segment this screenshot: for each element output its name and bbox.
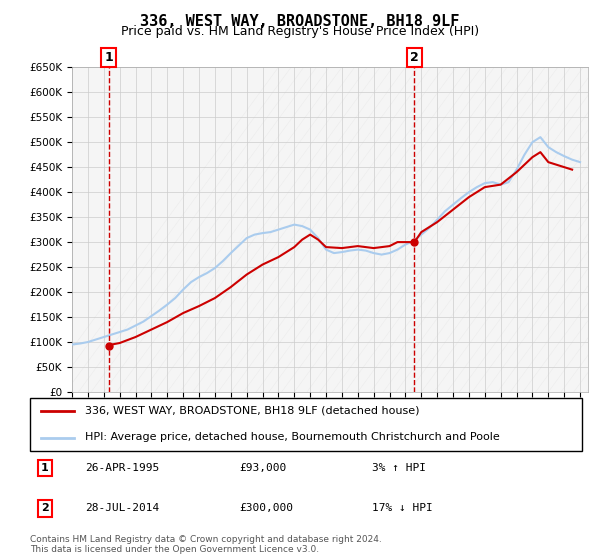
Text: 1: 1 [104,51,113,64]
FancyBboxPatch shape [30,398,582,451]
Text: Contains HM Land Registry data © Crown copyright and database right 2024.
This d: Contains HM Land Registry data © Crown c… [30,535,382,554]
Text: £93,000: £93,000 [240,463,287,473]
Text: 336, WEST WAY, BROADSTONE, BH18 9LF: 336, WEST WAY, BROADSTONE, BH18 9LF [140,14,460,29]
Text: 2: 2 [41,503,49,513]
Text: HPI: Average price, detached house, Bournemouth Christchurch and Poole: HPI: Average price, detached house, Bour… [85,432,500,442]
Text: 1: 1 [41,463,49,473]
Text: 17% ↓ HPI: 17% ↓ HPI [372,503,433,513]
Text: 3% ↑ HPI: 3% ↑ HPI [372,463,426,473]
Text: Price paid vs. HM Land Registry's House Price Index (HPI): Price paid vs. HM Land Registry's House … [121,25,479,38]
Text: 2: 2 [410,51,419,64]
Text: 28-JUL-2014: 28-JUL-2014 [85,503,160,513]
Text: 26-APR-1995: 26-APR-1995 [85,463,160,473]
Text: £300,000: £300,000 [240,503,294,513]
Text: 336, WEST WAY, BROADSTONE, BH18 9LF (detached house): 336, WEST WAY, BROADSTONE, BH18 9LF (det… [85,406,420,416]
